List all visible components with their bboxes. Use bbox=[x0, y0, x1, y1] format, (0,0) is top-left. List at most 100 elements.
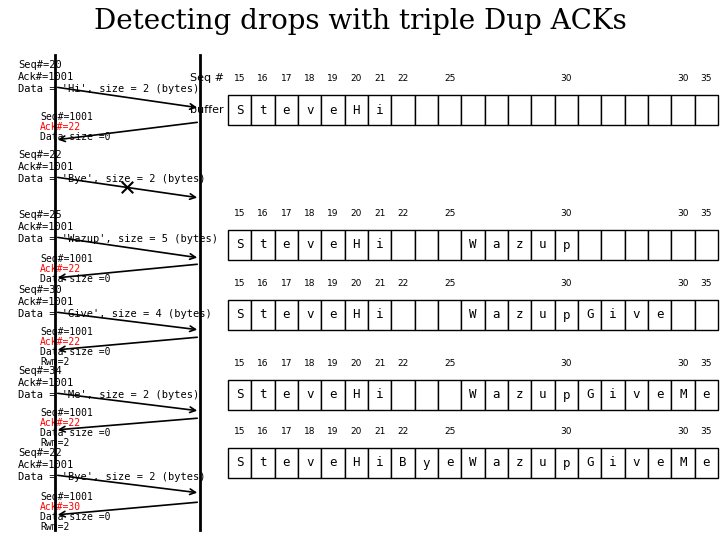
Text: Seq#=1001: Seq#=1001 bbox=[40, 112, 93, 122]
Bar bbox=[228, 300, 251, 330]
Text: Detecting drops with triple Dup ACKs: Detecting drops with triple Dup ACKs bbox=[94, 8, 626, 35]
Text: v: v bbox=[633, 388, 640, 402]
Bar bbox=[578, 380, 601, 410]
Bar bbox=[368, 448, 392, 478]
Text: 22: 22 bbox=[397, 279, 409, 288]
Text: v: v bbox=[306, 308, 313, 321]
Bar bbox=[392, 380, 415, 410]
Bar bbox=[298, 448, 321, 478]
Text: 19: 19 bbox=[328, 209, 338, 218]
Bar bbox=[578, 300, 601, 330]
Text: y: y bbox=[423, 456, 430, 469]
Text: e: e bbox=[282, 104, 290, 117]
Text: 15: 15 bbox=[234, 209, 246, 218]
Text: Data size =0: Data size =0 bbox=[40, 132, 110, 142]
Text: v: v bbox=[306, 456, 313, 469]
Bar bbox=[392, 230, 415, 260]
Bar bbox=[274, 448, 298, 478]
Text: Ack#=22: Ack#=22 bbox=[40, 418, 81, 428]
Text: W: W bbox=[469, 308, 477, 321]
Bar bbox=[438, 448, 462, 478]
Bar bbox=[671, 95, 695, 125]
Bar bbox=[415, 230, 438, 260]
Bar bbox=[462, 95, 485, 125]
Text: Seq#=22: Seq#=22 bbox=[18, 448, 62, 458]
Bar bbox=[462, 380, 485, 410]
Text: Ack#=1001: Ack#=1001 bbox=[18, 460, 74, 470]
Text: 19: 19 bbox=[328, 279, 338, 288]
Bar bbox=[625, 300, 648, 330]
Text: i: i bbox=[609, 388, 617, 402]
Bar bbox=[625, 448, 648, 478]
Bar bbox=[251, 95, 274, 125]
Bar bbox=[228, 380, 251, 410]
Text: z: z bbox=[516, 456, 523, 469]
Text: S: S bbox=[236, 388, 243, 402]
Text: 35: 35 bbox=[701, 209, 712, 218]
Text: H: H bbox=[353, 308, 360, 321]
Bar bbox=[228, 448, 251, 478]
Text: t: t bbox=[259, 104, 266, 117]
Text: 16: 16 bbox=[257, 209, 269, 218]
Text: 19: 19 bbox=[328, 359, 338, 368]
Bar bbox=[578, 230, 601, 260]
Bar bbox=[554, 448, 578, 478]
Text: 25: 25 bbox=[444, 427, 455, 436]
Bar bbox=[345, 95, 368, 125]
Text: 30: 30 bbox=[678, 209, 689, 218]
Bar bbox=[695, 300, 718, 330]
Bar bbox=[274, 95, 298, 125]
Bar bbox=[228, 95, 251, 125]
Text: 18: 18 bbox=[304, 427, 315, 436]
Text: 21: 21 bbox=[374, 74, 385, 83]
Text: t: t bbox=[259, 308, 266, 321]
Bar bbox=[578, 448, 601, 478]
Bar bbox=[415, 95, 438, 125]
Text: Seq#=34: Seq#=34 bbox=[18, 366, 62, 376]
Text: Rwm=2: Rwm=2 bbox=[40, 438, 69, 448]
Text: Data = 'Hi', size = 2 (bytes): Data = 'Hi', size = 2 (bytes) bbox=[18, 84, 199, 94]
Bar bbox=[274, 230, 298, 260]
Text: i: i bbox=[376, 308, 384, 321]
Bar bbox=[392, 448, 415, 478]
Text: e: e bbox=[656, 308, 663, 321]
Text: 35: 35 bbox=[701, 427, 712, 436]
Text: S: S bbox=[236, 104, 243, 117]
Text: t: t bbox=[259, 388, 266, 402]
Bar bbox=[228, 230, 251, 260]
Bar bbox=[625, 380, 648, 410]
Text: buffer: buffer bbox=[190, 105, 224, 115]
Text: 17: 17 bbox=[281, 209, 292, 218]
Text: 16: 16 bbox=[257, 359, 269, 368]
Bar bbox=[298, 380, 321, 410]
Bar bbox=[671, 448, 695, 478]
Text: H: H bbox=[353, 239, 360, 252]
Bar bbox=[462, 448, 485, 478]
Text: 15: 15 bbox=[234, 359, 246, 368]
Text: Seq#=30: Seq#=30 bbox=[18, 285, 62, 295]
Text: i: i bbox=[376, 239, 384, 252]
Bar bbox=[345, 230, 368, 260]
Bar bbox=[462, 300, 485, 330]
Bar bbox=[601, 300, 625, 330]
Text: 30: 30 bbox=[561, 427, 572, 436]
Text: 18: 18 bbox=[304, 279, 315, 288]
Bar bbox=[438, 95, 462, 125]
Text: 30: 30 bbox=[561, 279, 572, 288]
Text: Seq#=25: Seq#=25 bbox=[18, 210, 62, 220]
Text: e: e bbox=[329, 239, 337, 252]
Text: 22: 22 bbox=[397, 427, 409, 436]
Text: M: M bbox=[679, 388, 687, 402]
Bar bbox=[578, 95, 601, 125]
Text: M: M bbox=[679, 456, 687, 469]
Text: Seq#=1001: Seq#=1001 bbox=[40, 327, 93, 337]
Bar bbox=[438, 230, 462, 260]
Bar bbox=[601, 230, 625, 260]
Bar bbox=[648, 230, 671, 260]
Text: 18: 18 bbox=[304, 74, 315, 83]
Bar bbox=[321, 380, 345, 410]
Bar bbox=[392, 95, 415, 125]
Text: i: i bbox=[376, 456, 384, 469]
Text: 17: 17 bbox=[281, 427, 292, 436]
Bar bbox=[671, 380, 695, 410]
